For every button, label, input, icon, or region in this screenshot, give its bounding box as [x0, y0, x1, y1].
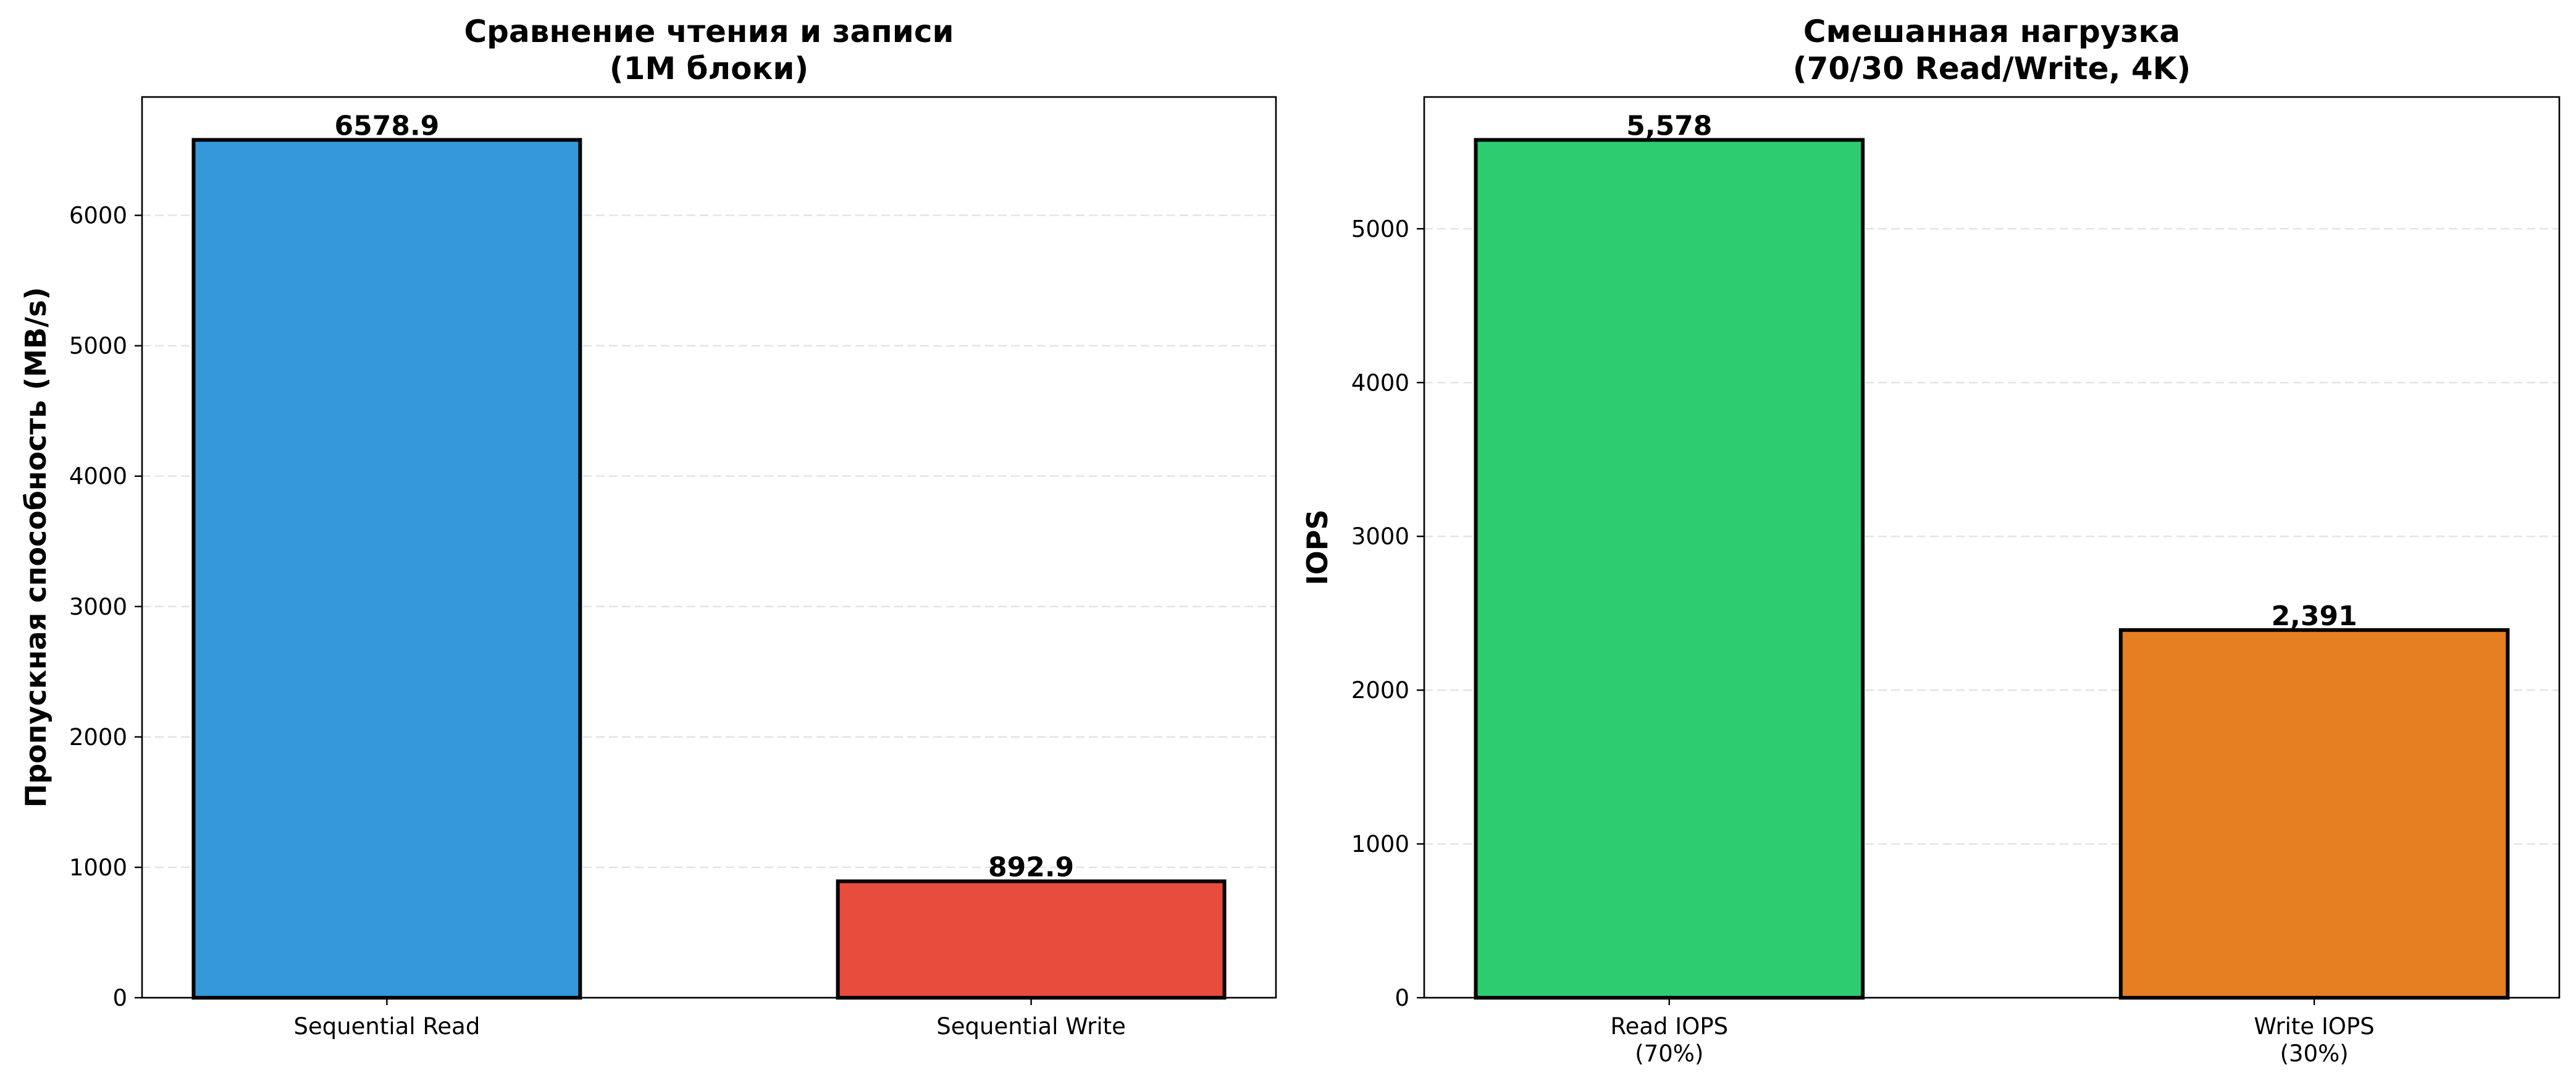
chart-title: Сравнение чтения и записи (1M блоки): [464, 14, 954, 86]
y-axis-label: Пропускная способность (MB/s): [19, 287, 52, 808]
chart-title: Смешанная нагрузка (70/30 Read/Write, 4K): [1793, 14, 2191, 86]
y-tick-label: 0: [112, 985, 127, 1011]
bar-value-label: 892.9: [988, 852, 1074, 883]
bar-value-label: 6578.9: [335, 110, 440, 141]
subplot-iops: 5,578 Read IOPS (70%) 2,391 Write IOPS (30%) 0…: [1301, 14, 2561, 1067]
y-tick-label: 6000: [69, 203, 127, 229]
x-tick-label: Read IOPS (70%): [1611, 1013, 1729, 1067]
bar-value-label: 5,578: [1626, 110, 1712, 141]
x-tick-label: Sequential Write: [936, 1013, 1126, 1040]
y-tick-label: 4000: [1351, 369, 1409, 396]
subplot-throughput: 6578.9 Sequential Read 892.9 Sequential Wri…: [19, 14, 1277, 1040]
y-tick-label: 5000: [1351, 216, 1409, 242]
bar: [2118, 628, 2510, 1000]
bar-value-label: 2,391: [2272, 600, 2357, 632]
x-tick-label: Sequential Read: [293, 1013, 480, 1040]
bar: [191, 138, 582, 1000]
bar: [1474, 138, 1865, 1000]
y-tick-label: 3000: [1351, 523, 1409, 550]
y-tick-label: 2000: [1351, 677, 1409, 704]
y-tick-label: 1000: [69, 854, 127, 881]
y-tick-label: 5000: [69, 333, 127, 360]
y-tick-label: 0: [1395, 985, 1409, 1011]
y-tick-label: 1000: [1351, 831, 1409, 857]
bar: [836, 879, 1227, 1000]
y-axis-label: IOPS: [1301, 509, 1334, 585]
y-tick-label: 2000: [69, 724, 127, 751]
axes-frame: [1423, 96, 2561, 999]
x-tick-label: Write IOPS (30%): [2254, 1013, 2375, 1067]
y-tick-label: 4000: [69, 463, 127, 490]
axes-frame: [141, 96, 1277, 999]
y-tick-label: 3000: [69, 594, 127, 620]
